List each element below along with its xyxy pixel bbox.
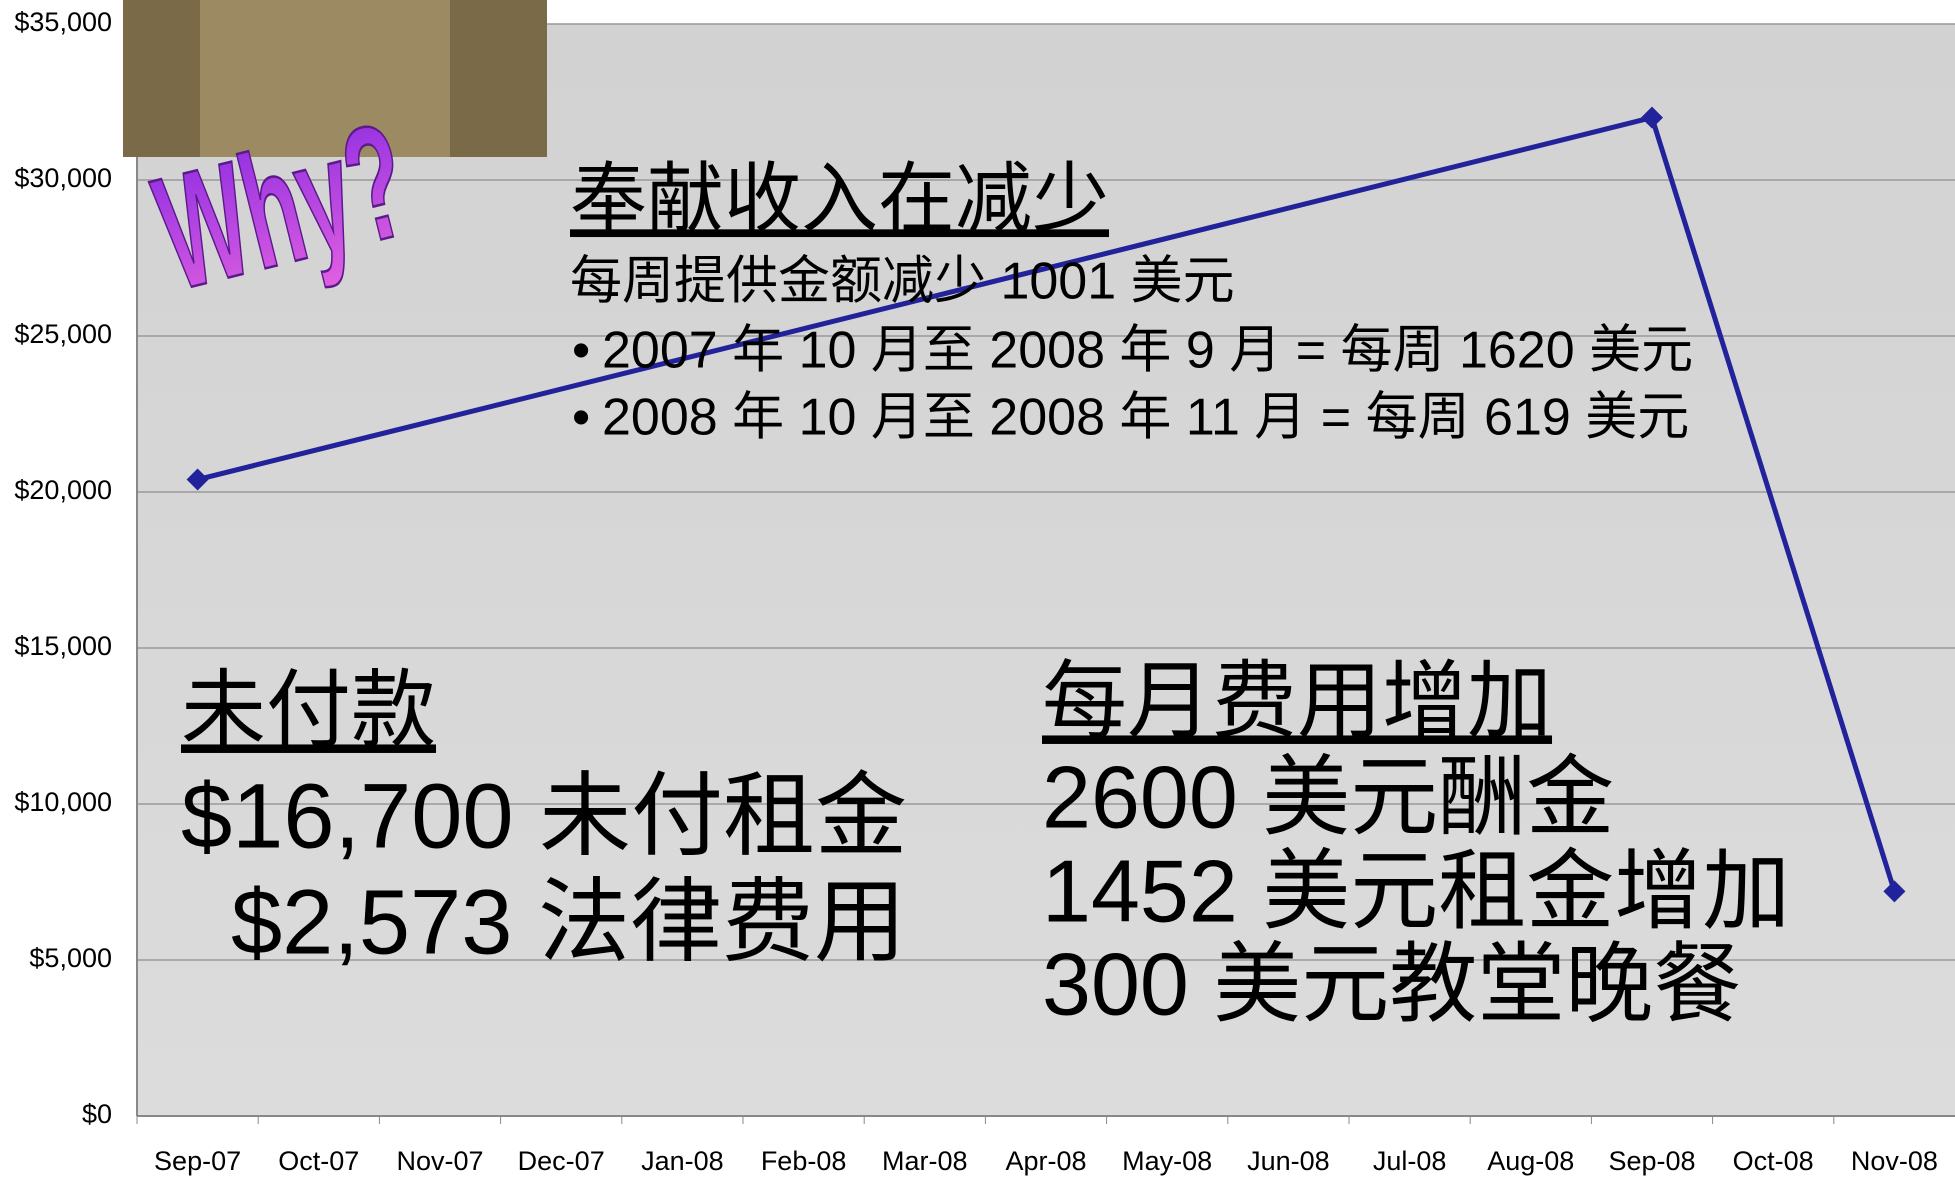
annotation-line: $2,573 法律费用 bbox=[231, 871, 906, 973]
annotation-heading: 奉献收入在减少 bbox=[570, 156, 1109, 242]
x-tick-label: Apr-08 bbox=[1005, 1146, 1086, 1176]
x-tick-label: Jun-08 bbox=[1247, 1146, 1330, 1176]
chart: Why? 奉献收入在减少每周提供金额减少 1001 美元•2007 年 10 月… bbox=[0, 0, 1955, 1183]
x-tick-label: May-08 bbox=[1122, 1146, 1212, 1176]
x-tick-label: Aug-08 bbox=[1487, 1146, 1574, 1176]
annotation-line: 300 美元教堂晚餐 bbox=[1042, 934, 1741, 1033]
x-tick-label: Sep-08 bbox=[1608, 1146, 1695, 1176]
x-tick-label: Feb-08 bbox=[761, 1146, 847, 1176]
y-tick-label: $25,000 bbox=[14, 319, 112, 349]
annotation-line: 2008 年 10 月至 2008 年 11 月 = 每周 619 美元 bbox=[602, 389, 1689, 447]
y-tick-label: $20,000 bbox=[14, 475, 112, 505]
y-tick-label: $5,000 bbox=[29, 943, 112, 973]
annotation-line: $16,700 未付租金 bbox=[181, 765, 907, 867]
x-tick-label: Oct-07 bbox=[278, 1146, 359, 1176]
x-tick-label: Sep-07 bbox=[154, 1146, 241, 1176]
x-tick-label: Nov-08 bbox=[1851, 1146, 1938, 1176]
y-tick-label: $10,000 bbox=[14, 787, 112, 817]
x-tick-label: Mar-08 bbox=[882, 1146, 968, 1176]
y-tick-label: $30,000 bbox=[14, 163, 112, 193]
x-tick-label: Oct-08 bbox=[1733, 1146, 1814, 1176]
y-tick-label: $0 bbox=[82, 1099, 112, 1129]
annotation-line: 2007 年 10 月至 2008 年 9 月 = 每周 1620 美元 bbox=[602, 322, 1693, 380]
y-tick-label: $35,000 bbox=[14, 7, 112, 37]
x-tick-label: Jan-08 bbox=[641, 1146, 724, 1176]
annotation-heading: 每月费用增加 bbox=[1042, 654, 1552, 749]
y-tick-label: $15,000 bbox=[14, 631, 112, 661]
annotation-line: 2600 美元酬金 bbox=[1042, 747, 1614, 846]
annotation-line: 每周提供金额减少 1001 美元 bbox=[570, 253, 1235, 311]
annotation-heading: 未付款 bbox=[181, 663, 436, 758]
x-tick-label: Dec-07 bbox=[518, 1146, 605, 1176]
x-tick-label: Jul-08 bbox=[1373, 1146, 1447, 1176]
annotation-line: 1452 美元租金增加 bbox=[1042, 841, 1790, 940]
bullet: • bbox=[572, 389, 590, 447]
bullet: • bbox=[572, 322, 590, 380]
x-tick-label: Nov-07 bbox=[396, 1146, 483, 1176]
